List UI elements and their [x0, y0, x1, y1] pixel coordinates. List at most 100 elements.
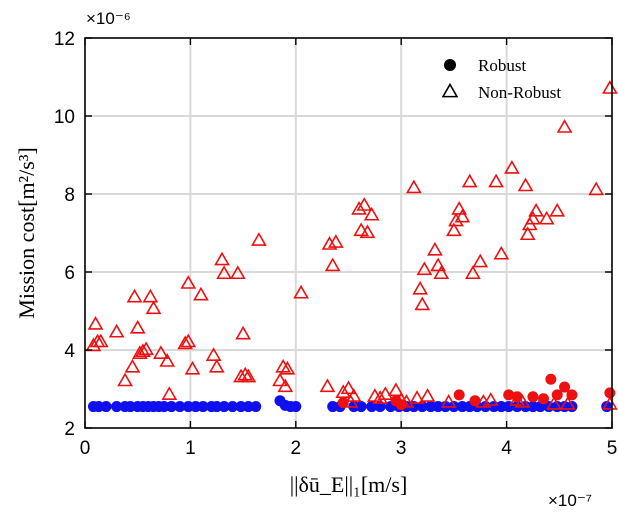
nonrobust-point	[124, 358, 141, 373]
nonrobust-point	[409, 390, 425, 404]
nonrobust-point	[356, 197, 373, 211]
nonrobust-point	[129, 319, 146, 334]
nonrobust-point	[214, 251, 230, 266]
nonrobust-point	[153, 345, 169, 359]
nonrobust-point	[229, 265, 246, 280]
nonrobust-point	[430, 257, 446, 272]
nonrobust-point	[433, 265, 450, 280]
nonrobust-point	[180, 275, 197, 289]
y-tick-label: 8	[64, 185, 75, 206]
robust-point	[355, 401, 367, 413]
nonrobust-point	[159, 353, 176, 367]
nonrobust-point	[359, 224, 376, 239]
robust-point-highlight	[559, 381, 571, 393]
legend-nonrobust-label: Non-Robust	[478, 83, 561, 102]
nonrobust-point	[235, 325, 251, 340]
nonrobust-point	[108, 323, 125, 338]
nonrobust-point	[546, 395, 562, 410]
robust-point	[100, 401, 112, 413]
nonrobust-point	[161, 386, 178, 400]
y-axis-multiplier: ×10⁻⁶	[86, 9, 131, 28]
nonrobust-point	[416, 261, 433, 276]
robust-point-highlight	[545, 373, 557, 385]
robust-point	[566, 401, 578, 413]
nonrobust-point	[177, 335, 194, 350]
y-tick-label: 2	[64, 419, 75, 440]
nonrobust-point	[351, 200, 367, 215]
nonrobust-point	[145, 300, 162, 315]
legend-nonrobust-marker	[441, 82, 459, 98]
nonrobust-point	[340, 380, 357, 395]
y-tick-label: 6	[64, 263, 75, 284]
nonrobust-point	[216, 265, 233, 280]
nonrobust-point	[117, 372, 133, 387]
nonrobust-point	[464, 265, 481, 280]
nonrobust-point	[454, 208, 471, 223]
nonrobust-point	[405, 179, 422, 194]
robust-point	[111, 401, 123, 413]
nonrobust-point	[319, 378, 336, 393]
nonrobust-point	[419, 388, 436, 402]
nonrobust-point	[180, 333, 197, 348]
x-tick-label: 2	[291, 438, 302, 459]
nonrobust-point	[427, 241, 443, 256]
nonrobust-point	[525, 210, 541, 225]
x-tick-label: 3	[396, 438, 407, 459]
robust-point-highlight	[566, 389, 578, 401]
nonrobust-point	[184, 360, 201, 375]
y-tick-label: 12	[54, 29, 75, 50]
nonrobust-point	[205, 347, 222, 361]
nonrobust-point	[482, 392, 499, 406]
nonrobust-point	[559, 395, 576, 410]
nonrobust-point	[279, 360, 296, 375]
nonrobust-point	[142, 288, 159, 303]
nonrobust-point	[240, 368, 257, 383]
nonrobust-point	[493, 245, 510, 260]
robust-point	[227, 401, 239, 413]
x-tick-label: 4	[501, 438, 512, 459]
y-tick-label: 4	[64, 341, 75, 362]
nonrobust-point	[251, 232, 267, 246]
nonrobust-point	[538, 210, 555, 225]
nonrobust-point	[345, 388, 362, 402]
legend: Robust Non-Robust	[441, 56, 561, 102]
robust-point-highlight	[527, 391, 539, 403]
robust-point-highlight	[537, 393, 549, 405]
nonrobust-point	[528, 202, 544, 217]
nonrobust-point	[451, 200, 468, 215]
nonrobust-point	[138, 341, 155, 356]
grid-lines	[85, 38, 612, 428]
legend-robust-marker	[444, 59, 456, 71]
nonrobust-point	[208, 358, 225, 373]
nonrobust-point	[514, 394, 531, 408]
nonrobust-point	[363, 206, 380, 221]
nonrobust-point	[448, 212, 464, 227]
nonrobust-point	[519, 226, 536, 241]
nonrobust-point	[321, 236, 338, 250]
legend-robust-label: Robust	[478, 56, 526, 75]
nonrobust-point	[588, 181, 605, 196]
robust-point-highlight	[503, 389, 515, 401]
x-tick-label: 1	[185, 438, 196, 459]
y-axis-label: Mission cost[m²/s³]	[14, 147, 39, 318]
nonrobust-point	[398, 394, 415, 408]
robust-point-highlight	[337, 397, 349, 409]
robust-point-highlight	[469, 395, 481, 407]
nonrobust-point	[237, 366, 254, 381]
nonrobust-point	[272, 372, 288, 387]
nonrobust-point	[461, 173, 478, 188]
nonrobust-point	[412, 280, 429, 295]
plot-frame	[84, 37, 613, 429]
robust-point	[290, 401, 302, 413]
robust-point	[174, 401, 186, 413]
nonrobust-point	[131, 345, 148, 359]
nonrobust-point	[446, 222, 462, 237]
nonrobust-point	[335, 384, 352, 398]
nonrobust-point	[277, 378, 294, 393]
nonrobust-point	[126, 288, 143, 303]
nonrobust-point	[85, 337, 102, 352]
data-points	[85, 80, 618, 413]
